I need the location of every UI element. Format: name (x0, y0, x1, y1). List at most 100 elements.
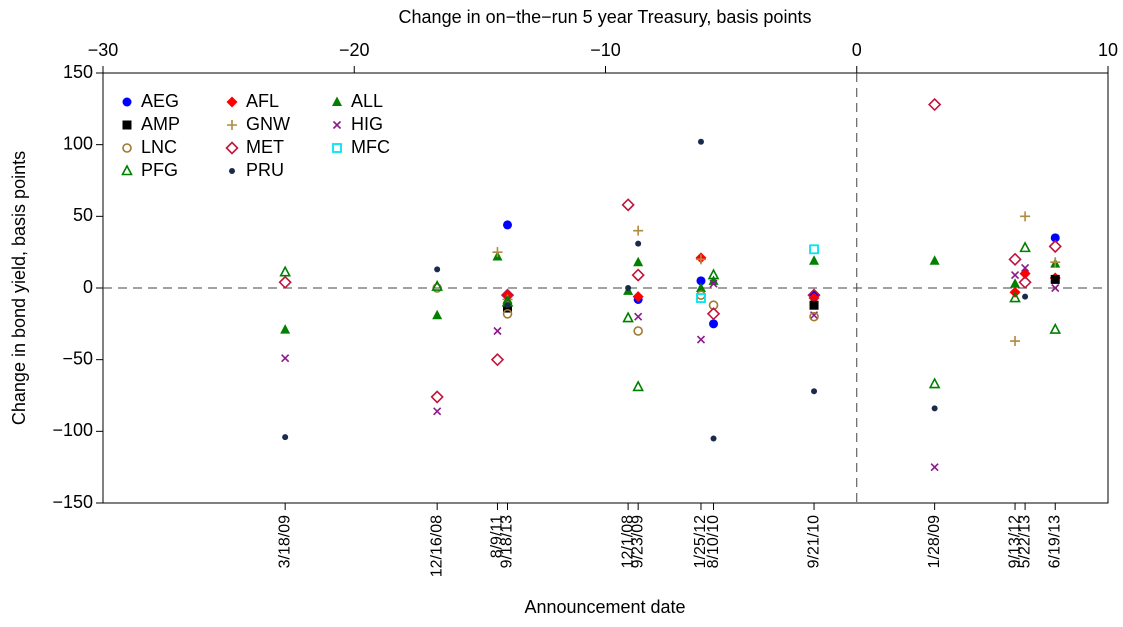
point (930, 463, 939, 472)
legend-marker (122, 143, 132, 153)
point (708, 275, 719, 285)
x-tick-label: −30 (88, 40, 119, 60)
date-label: 3/18/09 (276, 515, 293, 568)
point (695, 282, 706, 292)
point (500, 288, 515, 302)
point (1051, 283, 1060, 293)
point (809, 311, 819, 322)
legend-marker (226, 96, 238, 108)
point (625, 285, 632, 291)
date-label: 1/25/12 (692, 515, 709, 568)
point (1018, 275, 1032, 289)
y-tick-label: −100 (52, 420, 93, 440)
legend-marker (229, 168, 235, 174)
y-axis-title: Change in bond yield, basis points (9, 151, 29, 425)
point (695, 254, 706, 265)
date-axis-title: Announcement date (524, 597, 685, 617)
point (433, 407, 442, 416)
point (622, 311, 634, 323)
x-axis-title: Change in on−the−run 5 year Treasury, ba… (399, 7, 812, 27)
point (502, 308, 513, 319)
legend-marker (121, 164, 133, 176)
legend-marker (332, 143, 342, 153)
point (432, 309, 443, 320)
point (1020, 211, 1031, 222)
legend-label: AMP (141, 114, 180, 134)
point (490, 353, 505, 367)
x-tick-label: −10 (590, 40, 621, 60)
point (696, 290, 706, 300)
point (1050, 257, 1061, 268)
legend-marker (225, 141, 239, 155)
point (811, 388, 818, 395)
point (1049, 322, 1062, 334)
point (807, 288, 821, 302)
point (1010, 278, 1021, 288)
point (430, 390, 444, 404)
point (1021, 263, 1030, 272)
point (1010, 271, 1020, 280)
point (431, 279, 443, 291)
point (928, 377, 941, 389)
date-label: 9/21/10 (805, 515, 822, 568)
date-label: 6/19/13 (1046, 515, 1063, 568)
y-tick-label: 0 (83, 277, 93, 297)
point (709, 319, 719, 329)
point (931, 405, 938, 412)
point (1010, 336, 1021, 347)
point (1048, 239, 1062, 254)
date-label: 9/13/12 (1006, 515, 1023, 568)
legend-label: AFL (246, 91, 279, 111)
point (282, 434, 289, 441)
x-tick-label: −20 (339, 40, 370, 60)
point (492, 247, 503, 258)
point (707, 268, 720, 280)
point (632, 291, 644, 303)
date-label: 5/22/13 (1016, 515, 1033, 568)
legend-label: MFC (351, 137, 390, 157)
point (709, 279, 718, 288)
point (696, 335, 706, 344)
legend-label: ALL (351, 91, 383, 111)
y-tick-label: −50 (62, 348, 93, 368)
date-label: 8/9/11 (489, 515, 506, 558)
legend-marker (122, 120, 132, 130)
point (633, 256, 644, 267)
point (1009, 291, 1021, 303)
x-tick-label: 10 (1098, 40, 1118, 60)
point (504, 302, 511, 309)
point (1019, 241, 1031, 253)
legend-label: AEG (141, 91, 179, 111)
date-label: 12/1/08 (619, 515, 636, 568)
legend-label: PFG (141, 160, 178, 180)
point (631, 268, 645, 282)
point (929, 255, 940, 265)
y-tick-label: 100 (63, 133, 93, 153)
point (809, 255, 820, 265)
legend-marker (332, 96, 342, 106)
point (281, 354, 290, 363)
date-label: 8/10/10 (705, 515, 722, 568)
point (697, 138, 704, 145)
point (1050, 274, 1060, 284)
legend-label: LNC (141, 137, 177, 157)
legend-marker (227, 120, 237, 130)
point (1050, 233, 1060, 243)
y-tick-label: 50 (73, 205, 93, 225)
legend-label: HIG (351, 114, 383, 134)
x-tick-label: 0 (852, 40, 862, 60)
point (493, 326, 502, 336)
point (1022, 293, 1029, 300)
point (633, 225, 644, 236)
point (696, 276, 706, 286)
point (706, 307, 721, 321)
legend-label: GNW (246, 114, 290, 134)
point (278, 275, 292, 289)
point (633, 326, 643, 336)
legend-label: PRU (246, 160, 284, 180)
date-label: 9/23/09 (629, 515, 646, 568)
point (632, 380, 644, 392)
point (809, 300, 819, 310)
point (503, 220, 513, 230)
